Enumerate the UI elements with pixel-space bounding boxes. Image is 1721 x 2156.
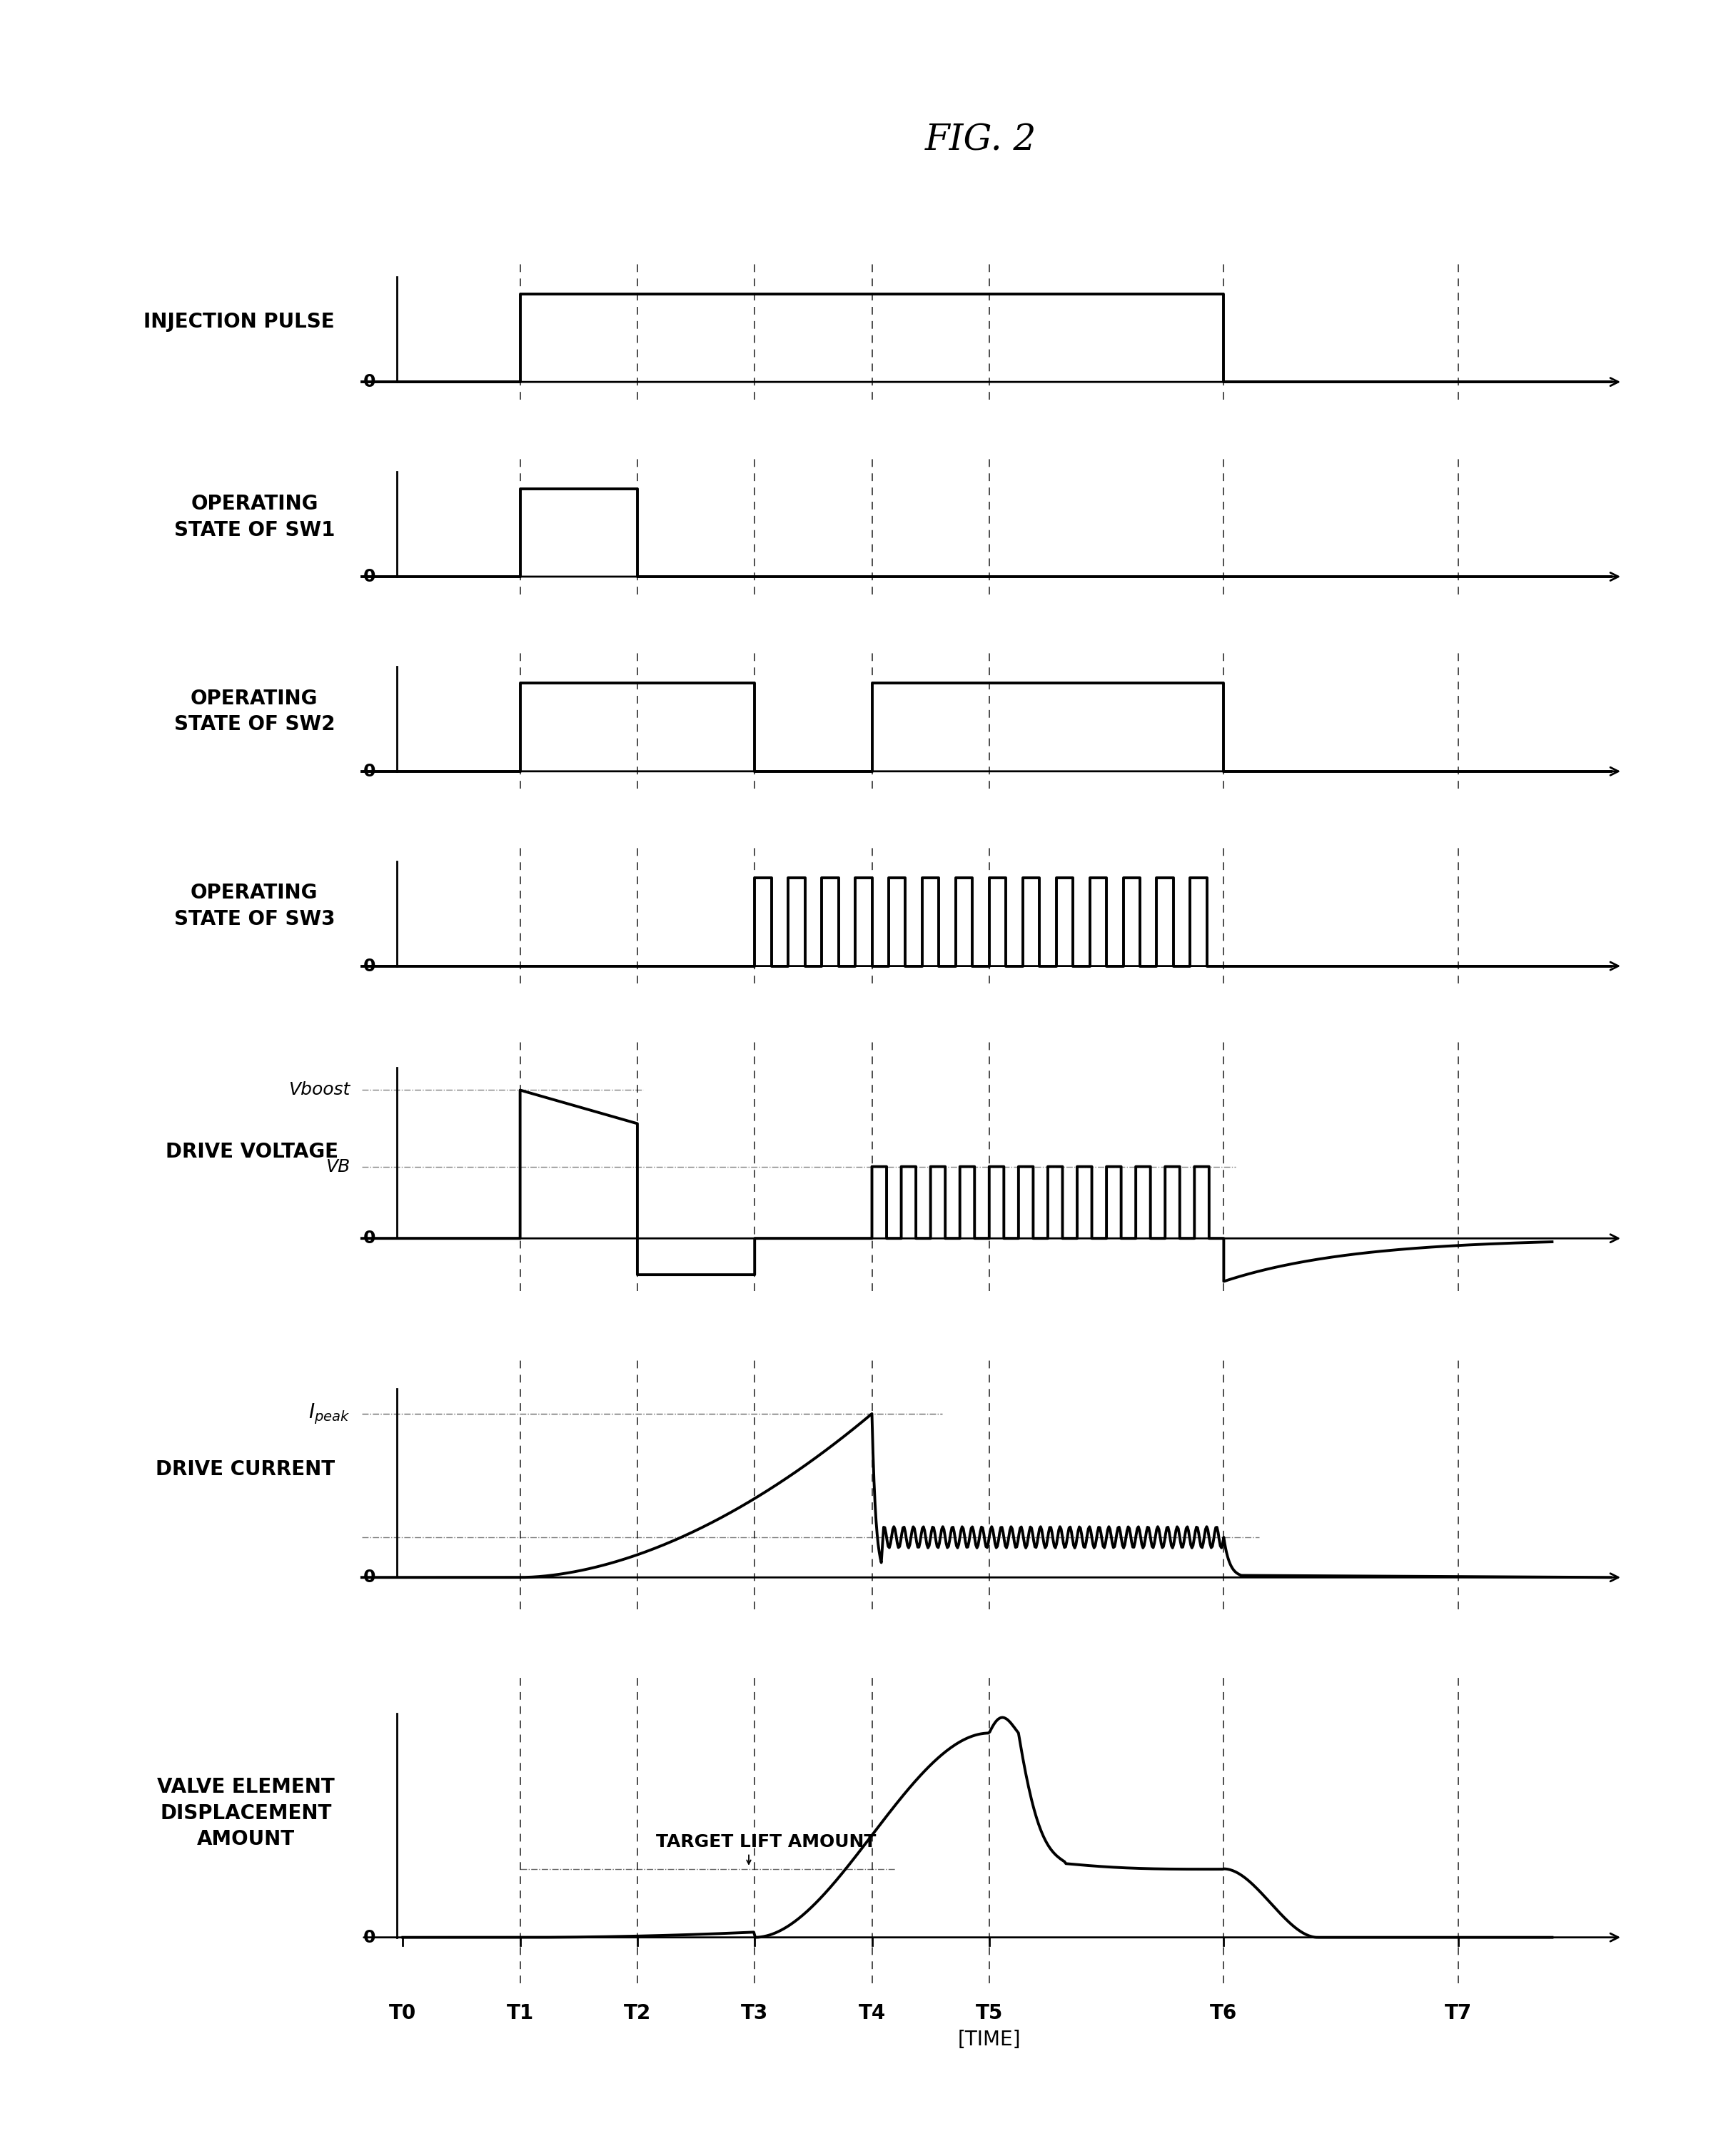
- Text: $I_{peak}$: $I_{peak}$: [308, 1401, 349, 1425]
- Text: DRIVE CURRENT: DRIVE CURRENT: [155, 1460, 336, 1479]
- Text: T2: T2: [623, 2003, 651, 2022]
- Text: 0: 0: [363, 1930, 375, 1947]
- Text: 0: 0: [363, 1570, 375, 1587]
- Text: T0: T0: [389, 2003, 416, 2022]
- Text: T6: T6: [1210, 2003, 1237, 2022]
- Text: VB: VB: [325, 1158, 349, 1175]
- Text: T3: T3: [742, 2003, 768, 2022]
- Text: 0: 0: [363, 1229, 375, 1246]
- Text: OPERATING
STATE OF SW2: OPERATING STATE OF SW2: [174, 688, 336, 735]
- Text: FIG. 2: FIG. 2: [926, 123, 1036, 157]
- Text: 0: 0: [363, 373, 375, 390]
- Text: 0: 0: [363, 763, 375, 780]
- Text: T1: T1: [506, 2003, 534, 2022]
- Text: VALVE ELEMENT
DISPLACEMENT
AMOUNT: VALVE ELEMENT DISPLACEMENT AMOUNT: [157, 1777, 336, 1850]
- Text: INJECTION PULSE: INJECTION PULSE: [145, 313, 336, 332]
- Text: 0: 0: [363, 957, 375, 975]
- Text: Vboost: Vboost: [289, 1082, 349, 1100]
- Text: OPERATING
STATE OF SW3: OPERATING STATE OF SW3: [174, 884, 336, 929]
- Text: T7: T7: [1444, 2003, 1471, 2022]
- Text: OPERATING
STATE OF SW1: OPERATING STATE OF SW1: [174, 494, 336, 539]
- Text: TARGET LIFT AMOUNT: TARGET LIFT AMOUNT: [656, 1833, 876, 1850]
- Text: T4: T4: [859, 2003, 886, 2022]
- Text: 0: 0: [363, 567, 375, 584]
- Text: DRIVE VOLTAGE: DRIVE VOLTAGE: [165, 1141, 339, 1162]
- Text: [TIME]: [TIME]: [957, 2029, 1021, 2050]
- Text: T5: T5: [976, 2003, 1003, 2022]
